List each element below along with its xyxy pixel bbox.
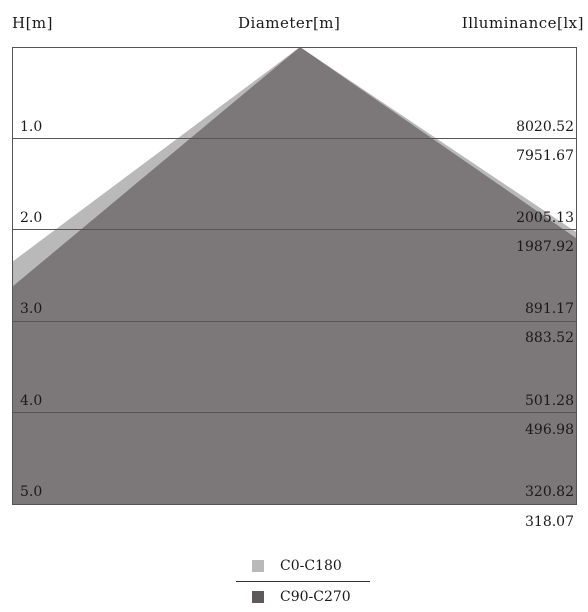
- diagram-frame: [12, 47, 577, 505]
- illuminance-c0-3: 891.17: [525, 301, 574, 317]
- diameter-axis-label: Diameter[m]: [238, 14, 341, 32]
- illuminance-c0-1: 8020.52: [516, 119, 574, 135]
- legend-item-c0-c180: C0-C180: [252, 558, 342, 574]
- legend-divider: [236, 581, 370, 582]
- height-label-5: 5.0: [20, 484, 43, 500]
- illuminance-c0-4: 501.28: [525, 393, 574, 409]
- illuminance-c90-3: 883.52: [525, 330, 574, 346]
- illuminance-axis-label: Illuminance[lx]: [461, 14, 584, 32]
- illuminance-c90-4: 496.98: [525, 422, 574, 438]
- height-label-2: 2.0: [20, 210, 43, 226]
- illuminance-c0-5: 320.82: [525, 484, 574, 500]
- illuminance-c0-2: 2005.13: [516, 210, 574, 226]
- height-label-1: 1.0: [20, 119, 43, 135]
- legend-label-c90-c270: C90-C270: [280, 589, 351, 605]
- cone-c90-c270: [12, 47, 576, 505]
- height-label-4: 4.0: [20, 393, 43, 409]
- illuminance-c90-1: 7951.67: [516, 148, 574, 164]
- height-label-3: 3.0: [20, 301, 43, 317]
- illuminance-c90-2: 1987.92: [516, 239, 574, 255]
- height-axis-label: H[m]: [12, 14, 54, 32]
- legend-item-c90-c270: C90-C270: [252, 589, 351, 605]
- legend-label-c0-c180: C0-C180: [280, 558, 342, 574]
- legend-swatch-c0-c180: [252, 560, 264, 572]
- illuminance-c90-5: 318.07: [525, 514, 574, 530]
- legend-swatch-c90-c270: [252, 591, 264, 603]
